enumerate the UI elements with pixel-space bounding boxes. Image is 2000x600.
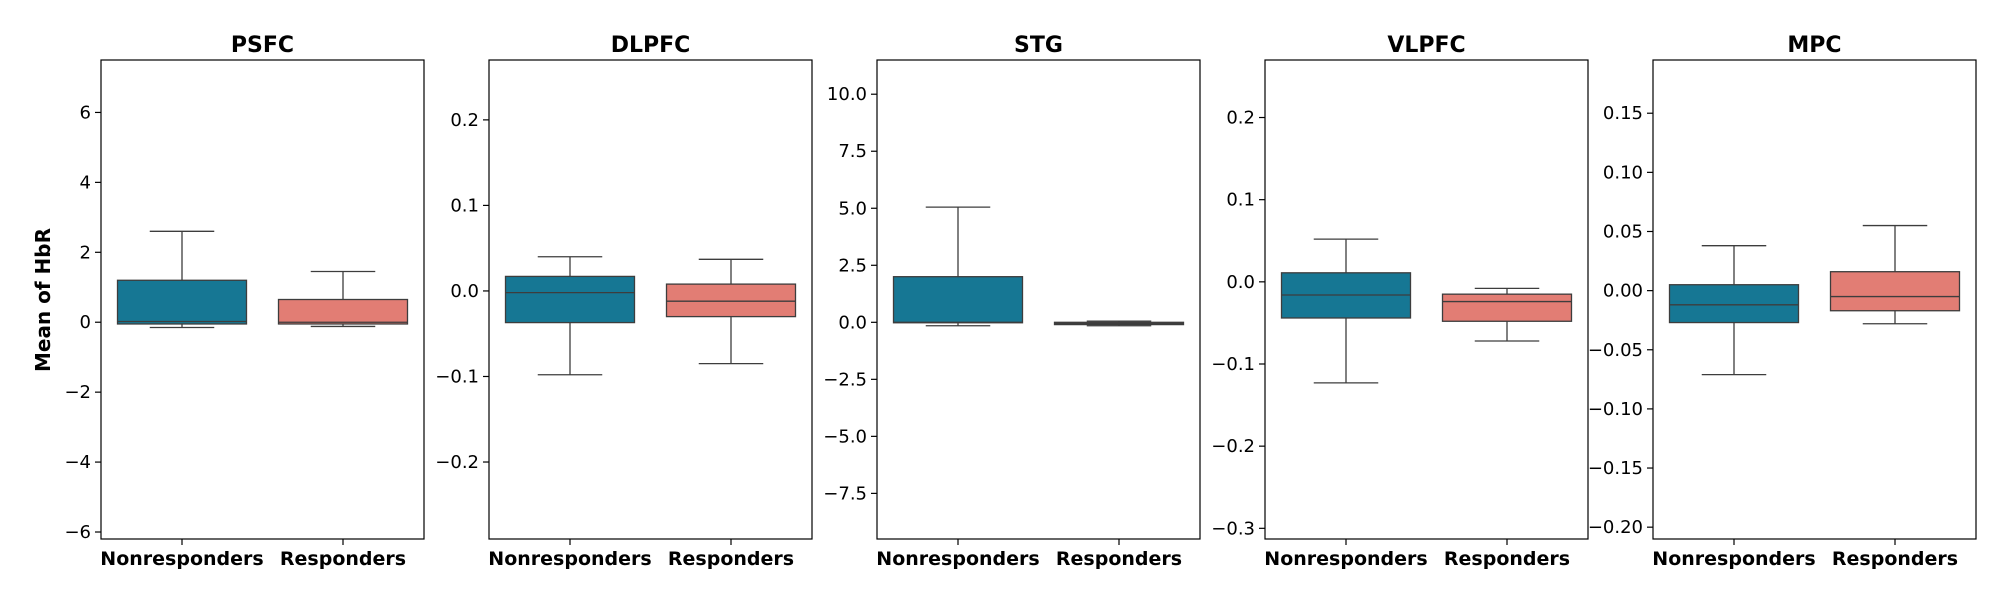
y-tick-label: −0.1 xyxy=(1211,354,1255,375)
iqr-box xyxy=(504,275,636,324)
panel-dlpfc: DLPFC −0.2 −0.1 0.0 0.1 0.2 Nonresponders Respo… xyxy=(435,33,813,570)
iqr-box xyxy=(892,276,1024,324)
y-tick-label: 5.0 xyxy=(838,198,867,219)
y-tick-label: 0.15 xyxy=(1603,103,1643,124)
y-tick-label: 0.0 xyxy=(838,312,867,333)
y-tick-label: −7.5 xyxy=(823,483,867,504)
y-tick-label: 2 xyxy=(80,242,91,263)
x-tick-label: Responders xyxy=(1832,548,1958,570)
panel-title: STG xyxy=(1014,33,1063,58)
y-tick-label: 0.0 xyxy=(450,281,479,302)
plot-frame xyxy=(1264,59,1589,540)
y-tick-label: 0.2 xyxy=(1226,108,1255,129)
iqr-box xyxy=(1668,284,1800,324)
y-tick-label: 0.1 xyxy=(1226,190,1255,211)
iqr-box xyxy=(277,298,409,325)
iqr-box xyxy=(116,279,248,325)
x-tick-label: Nonresponders xyxy=(1264,548,1427,570)
y-tick-label: 0.05 xyxy=(1603,221,1643,242)
iqr-box xyxy=(1829,271,1961,312)
y-tick-label: −0.05 xyxy=(1588,340,1643,361)
y-axis-label: Mean of HbR xyxy=(31,228,55,372)
panel-title: DLPFC xyxy=(611,33,691,58)
y-tick-label: 6 xyxy=(80,102,91,123)
box-responders xyxy=(665,258,797,365)
panel-mpc: MPC −0.20 −0.15 −0.10 −0.05 0.00 0.05 0.10 0.15 N… xyxy=(1588,33,1977,570)
plot-frame xyxy=(488,59,813,540)
y-tick-label: −4 xyxy=(64,452,91,473)
box-nonresponders xyxy=(116,230,248,329)
y-tick-label: −2.5 xyxy=(823,369,867,390)
y-tick-label: 0.1 xyxy=(450,195,479,216)
y-tick-label: −0.3 xyxy=(1211,518,1255,539)
panel-psfc: PSFC −6 −4 −2 0 2 4 6 Nonresponders Responders xyxy=(64,33,425,570)
x-tick-label: Nonresponders xyxy=(488,548,651,570)
x-tick-label: Responders xyxy=(1444,548,1570,570)
y-tick-label: −0.15 xyxy=(1588,458,1643,479)
y-tick-label: 4 xyxy=(80,172,91,193)
box-nonresponders xyxy=(1668,245,1800,376)
iqr-box xyxy=(1441,293,1573,322)
y-tick-label: −0.20 xyxy=(1588,517,1643,538)
x-tick-label: Responders xyxy=(280,548,406,570)
y-tick-label: −0.10 xyxy=(1588,399,1643,420)
y-tick-label: 0 xyxy=(80,312,91,333)
box-responders xyxy=(1053,320,1185,327)
plot-frame xyxy=(1652,59,1977,540)
y-tick-label: 0.10 xyxy=(1603,162,1643,183)
x-tick-label: Responders xyxy=(668,548,794,570)
box-nonresponders xyxy=(892,206,1024,327)
y-tick-label: 0.00 xyxy=(1603,281,1643,302)
panel-title: VLPFC xyxy=(1387,33,1465,58)
y-tick-label: 0.0 xyxy=(1226,272,1255,293)
panel-vlpfc: VLPFC −0.3 −0.2 −0.1 0.0 0.1 0.2 Nonresponders R… xyxy=(1211,33,1589,570)
x-tick-label: Nonresponders xyxy=(100,548,263,570)
plot-frame xyxy=(876,59,1201,540)
y-tick-label: 10.0 xyxy=(827,84,867,105)
y-tick-label: 7.5 xyxy=(838,141,867,162)
x-tick-label: Nonresponders xyxy=(1652,548,1815,570)
x-tick-label: Nonresponders xyxy=(876,548,1039,570)
panel-stg: STG −7.5 −5.0 −2.5 0.0 2.5 5.0 7.5 10.0 Nonrespon… xyxy=(823,33,1201,570)
y-tick-label: −2 xyxy=(64,382,91,403)
y-tick-label: −0.2 xyxy=(1211,436,1255,457)
y-tick-label: −6 xyxy=(64,522,91,543)
plot-frame xyxy=(100,59,425,540)
box-responders xyxy=(1829,224,1961,325)
y-tick-label: −5.0 xyxy=(823,426,867,447)
iqr-box xyxy=(665,283,797,318)
y-tick-label: 2.5 xyxy=(838,255,867,276)
y-tick-label: 0.2 xyxy=(450,110,479,131)
y-tick-label: −0.1 xyxy=(435,366,479,387)
box-responders xyxy=(1441,287,1573,342)
y-tick-label: −0.2 xyxy=(435,452,479,473)
box-nonresponders xyxy=(504,256,636,376)
box-nonresponders xyxy=(1280,238,1412,384)
panel-title: PSFC xyxy=(231,33,294,58)
x-tick-label: Responders xyxy=(1056,548,1182,570)
box-responders xyxy=(277,270,409,328)
panel-title: MPC xyxy=(1787,33,1841,58)
